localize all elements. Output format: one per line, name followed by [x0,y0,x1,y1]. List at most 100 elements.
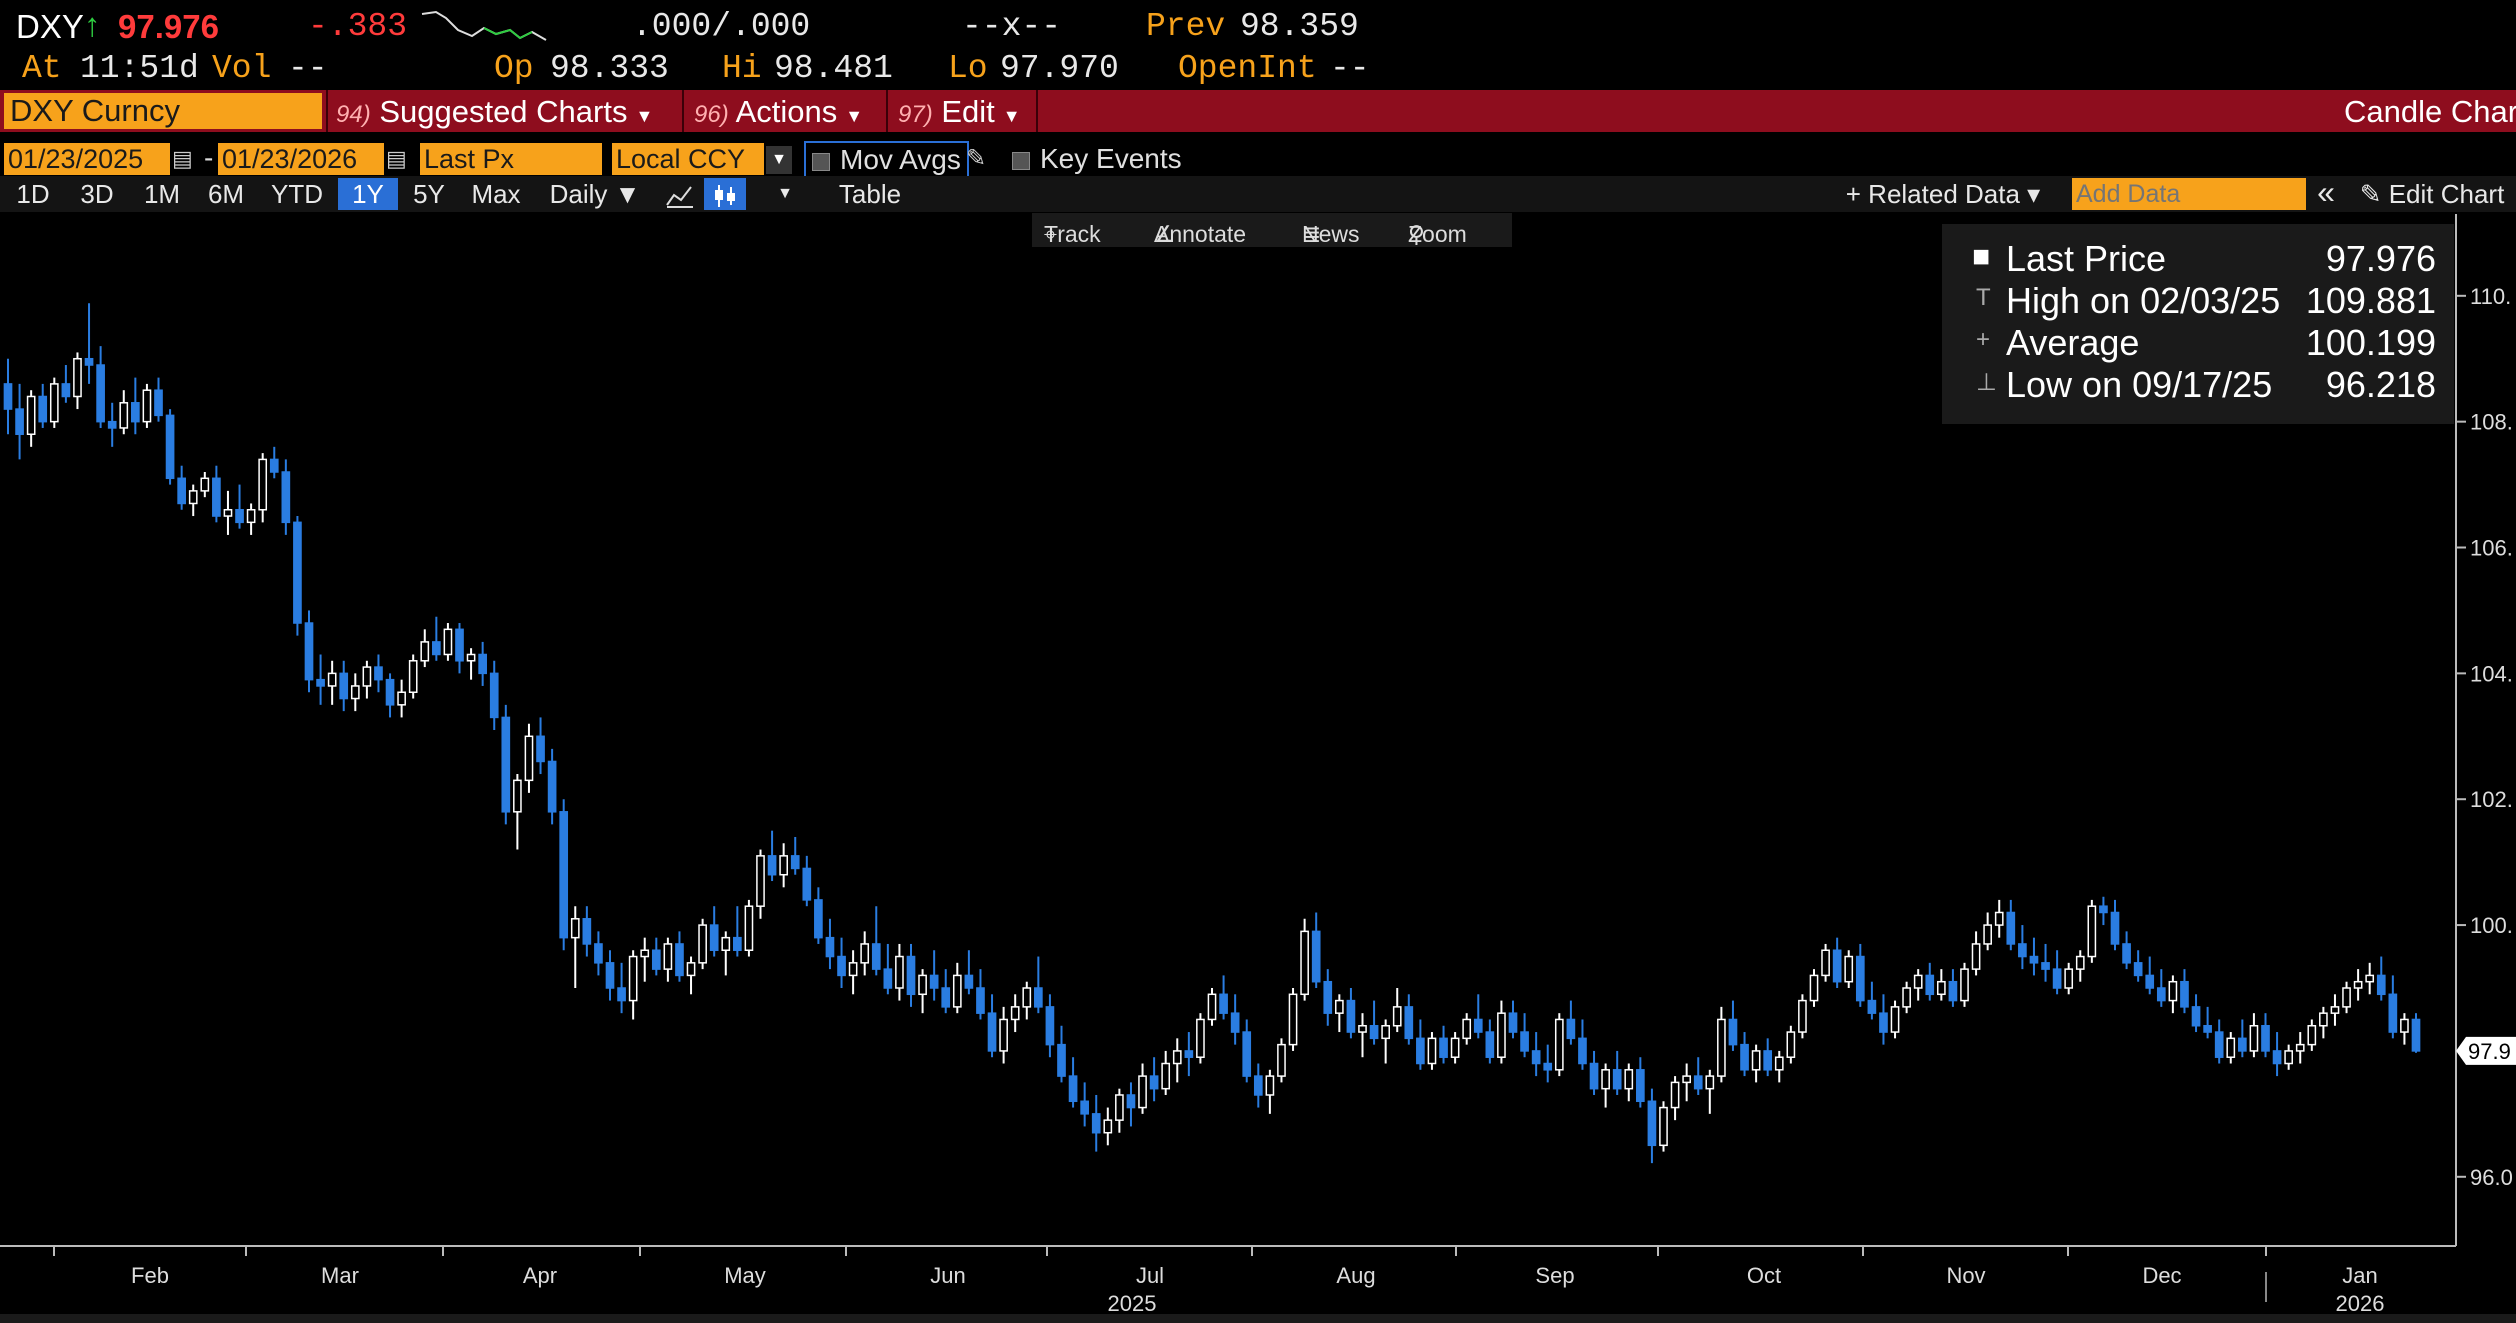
candle [1161,1050,1171,1095]
edit-chart-button[interactable]: ✎ Edit Chart [2359,179,2505,209]
y-tick-label: 96.0 [2470,1165,2513,1190]
range-5y[interactable]: 5Y [413,179,445,209]
x-tick-label: Dec [2142,1263,2181,1288]
y-tick-label: 108. [2470,410,2513,435]
quote-time: 11:51d [80,50,199,87]
year-label: 2025 [1108,1291,1157,1316]
start-date-input[interactable]: 01/23/2025 [4,143,170,175]
x-tick-label: Apr [523,1263,557,1288]
candle-body [1439,1037,1448,1058]
candle [73,352,82,410]
key-events-toggle[interactable]: Key Events [1012,143,1182,175]
related-data-menu[interactable]: + Related Data ▾ [1845,179,2041,209]
chart-type-label[interactable]: Candle Char [2344,94,2516,129]
candle-body [362,666,372,687]
candle [2214,1019,2224,1064]
candle-body [84,357,94,366]
candle [1149,1057,1159,1102]
range-3d[interactable]: 3D [80,179,114,209]
x-tick-label: Nov [1946,1263,1985,1288]
candle-body [825,936,835,958]
add-data-field[interactable] [2072,178,2308,211]
end-date-input[interactable]: 01/23/2026 [218,143,384,175]
candle [2330,994,2340,1026]
candle-body [895,955,904,989]
candle-body [1647,1100,1657,1147]
candle-body [698,924,707,964]
candle-body [1080,1100,1089,1115]
candle [455,623,464,674]
price-field-select[interactable]: Last Px [420,143,602,175]
candle-body [1844,955,1854,983]
candle [1497,1000,1506,1064]
candle [1705,1069,1715,1114]
currency-select[interactable]: Local CCY [612,143,764,175]
news-icon: ≣ [1302,221,1322,247]
collapse-icon[interactable]: « [2317,174,2335,210]
candle [1855,943,1865,1007]
candle [2400,1013,2409,1045]
suggested-charts-menu[interactable]: 94) Suggested Charts ▼ [336,94,653,130]
line-chart-icon[interactable] [660,178,700,210]
candle-body [1879,1012,1888,1033]
candle [2307,1019,2317,1051]
candle [1913,969,1923,1001]
candle-body [2319,1012,2328,1027]
range-1y[interactable]: 1Y [338,178,398,210]
x-tick-label: Jun [930,1263,965,1288]
candle [756,849,765,919]
security-field[interactable]: DXY Curncy [4,93,322,129]
chart-legend[interactable]: ■ Last Price 97.976 T High on 02/03/25 1… [1942,224,2454,424]
table-button[interactable]: Table [838,179,902,209]
pencil-icon[interactable]: ✎ [966,145,987,172]
candle-body [1763,1050,1773,1071]
candle [2388,975,2398,1039]
edit-menu[interactable]: 97) Edit ▼ [898,94,1021,130]
candle [1774,1050,1784,1083]
range-6m[interactable]: 6M [207,179,245,209]
candle [1103,1107,1113,1146]
legend-label: Low on 09/17/25 [2006,364,2273,405]
candle [142,383,152,428]
candle [2342,981,2351,1014]
range-1d[interactable]: 1D [16,179,50,209]
frequency-select[interactable]: Daily ▼ [549,179,641,209]
candle-body [212,477,221,517]
range-max[interactable]: Max [471,179,521,209]
candle [2272,1032,2282,1077]
candle-body [26,395,36,435]
candle-body [235,509,244,524]
candle [837,937,846,988]
x-tick-label: May [724,1263,766,1288]
range-toolbar: 1D 3D 1M 6M YTD 1Y 5Y Max Daily ▼ ▼ Tabl… [0,176,2516,212]
calendar-icon[interactable]: ▤ [386,146,407,171]
candle-body [964,974,974,989]
currency-dropdown-icon[interactable]: ▼ [766,146,792,174]
actions-menu[interactable]: 96) Actions ▼ [694,94,863,130]
candle [131,377,140,435]
candle-body [1809,974,1819,1002]
range-1m[interactable]: 1M [143,179,181,209]
range-ytd[interactable]: YTD [271,179,323,209]
candle-body [1091,1113,1101,1134]
chart-style-dropdown-icon[interactable]: ▼ [777,185,793,202]
candle [2168,975,2178,1014]
ticker-symbol[interactable]: DXY [16,8,84,45]
candle [952,962,962,1014]
menu-number: 97) [898,101,933,128]
candle [1809,969,1819,1007]
candle-body [1554,1018,1564,1071]
legend-label: Average [2006,322,2140,363]
calendar-icon[interactable]: ▤ [172,146,193,171]
candle-body [2191,1006,2201,1027]
candle-body [1902,987,1911,1008]
candle [929,950,939,1001]
chart-settings-row: 01/23/2025 ▤ - 01/23/2026 ▤ Last Px Loca… [0,140,2516,180]
candle [2133,950,2143,982]
prev-value: 98.359 [1240,8,1359,45]
add-data-input[interactable] [2072,178,2308,211]
legend-label: High on 02/03/25 [2006,280,2281,321]
bid-ask-size: --x-- [962,8,1062,45]
candle-chart-icon[interactable] [704,178,746,210]
